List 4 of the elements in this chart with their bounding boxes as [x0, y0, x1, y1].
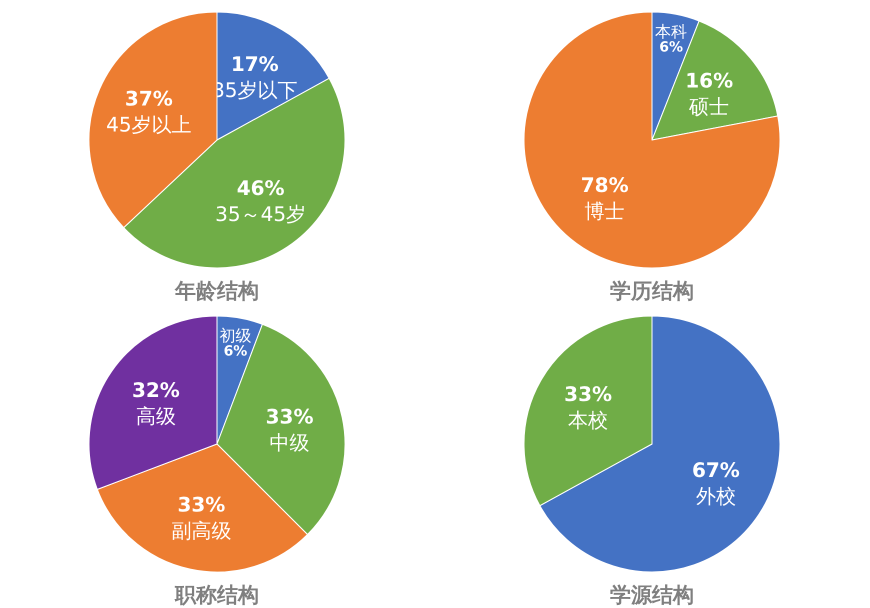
title: 学源结构 [610, 583, 694, 607]
title: 年龄结构 [175, 279, 259, 303]
title: 学历结构 [610, 279, 694, 303]
title: 职称结构 [175, 583, 259, 607]
